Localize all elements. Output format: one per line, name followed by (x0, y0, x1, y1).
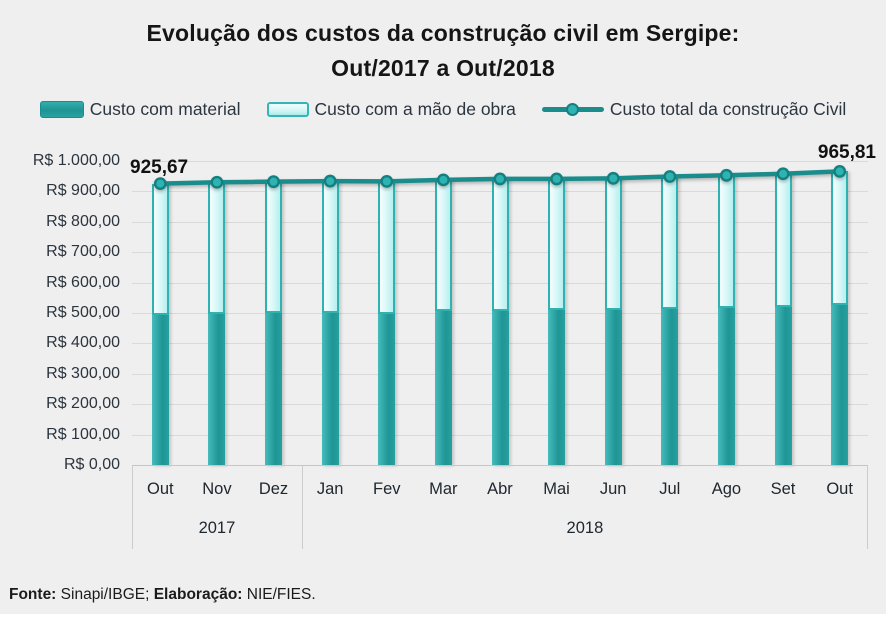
material-cost-segment (717, 307, 735, 465)
year-group-divider (867, 466, 868, 549)
y-axis: R$ 1.000,00 R$ 900,00 R$ 800,00 R$ 700,00 R$… (0, 152, 120, 473)
month-label-nov-1: Nov (202, 480, 232, 498)
y-tick-label: R$ 800,00 (46, 212, 120, 230)
line-marker (606, 171, 620, 185)
material-cost-segment (265, 313, 283, 465)
month-label-mar-5: Mar (429, 480, 458, 498)
month-label-jun-8: Jun (599, 480, 627, 498)
legend-label-labor: Custo com a mão de obra (314, 99, 516, 119)
line-marker (323, 174, 337, 188)
month-label-mai-7: Mai (543, 480, 570, 498)
month-label-abr-6: Abr (487, 480, 513, 498)
material-cost-segment (321, 313, 339, 465)
total-line-swatch-icon (541, 102, 604, 117)
material-cost-segment (434, 311, 452, 465)
month-label-fev-4: Fev (372, 480, 401, 498)
stacked-bar-out-0 (151, 183, 169, 465)
stacked-bar-abr-6 (491, 178, 509, 465)
material-cost-segment (208, 314, 226, 465)
line-marker (550, 172, 564, 186)
plot-area: 925,67 965,81 (130, 142, 876, 466)
year-label-2018: 2018 (566, 519, 604, 537)
elaboration-value: NIE/FIES. (242, 586, 316, 603)
last-point-label: 965,81 (817, 142, 876, 164)
stacked-bar-jan-3 (321, 181, 339, 465)
y-tick-label: R$ 600,00 (46, 273, 120, 291)
month-label-out-0: Out (147, 480, 174, 498)
month-label-jan-3: Jan (316, 480, 344, 498)
year-group-divider (301, 466, 303, 549)
chart-title-line1: Evolução dos custos da construção civil … (146, 20, 740, 46)
year-label-2017: 2017 (198, 519, 236, 537)
stacked-bar-set-11 (774, 173, 792, 465)
month-label-jul-9: Jul (659, 480, 681, 498)
month-label-dez-2: Dez (258, 480, 289, 498)
line-marker (493, 172, 507, 186)
y-tick-label: R$ 900,00 (46, 182, 120, 200)
month-label-ago-10: Ago (711, 480, 742, 498)
source-note: Fonte: Sinapi/IBGE; Elaboração: NIE/FIES… (9, 586, 316, 604)
y-tick-label: R$ 700,00 (46, 243, 120, 261)
y-tick-label: R$ 200,00 (46, 395, 120, 413)
stacked-bar-mai-7 (548, 178, 566, 465)
line-marker (436, 173, 450, 187)
month-label-set-11: Set (770, 480, 796, 498)
material-cost-segment (831, 305, 849, 465)
legend-item-total: Custo total da construção Civil (541, 99, 847, 120)
line-marker (380, 174, 394, 188)
material-cost-segment (774, 306, 792, 465)
month-labels-row: Out Nov Dez Jan Fev Mar Abr Mai Jun Jul Ago Set Out (132, 480, 868, 499)
elaboration-label: Elaboração: (153, 586, 243, 603)
material-bar-swatch-icon (39, 101, 84, 118)
source-value: Sinapi/IBGE; (56, 586, 154, 603)
y-tick-label: R$ 400,00 (46, 334, 120, 352)
chart-title: Evolução dos custos da construção civil … (0, 16, 886, 86)
line-marker (833, 164, 847, 178)
stacked-bar-fev-4 (378, 181, 396, 465)
y-tick-label: R$ 1.000,00 (32, 152, 120, 169)
y-tick-label: R$ 500,00 (46, 304, 120, 321)
stacked-bar-dez-2 (265, 181, 283, 465)
labor-bar-swatch-icon (266, 102, 309, 117)
stacked-bar-nov-1 (208, 182, 226, 465)
material-cost-segment (491, 310, 509, 465)
stacked-bar-ago-10 (717, 175, 735, 465)
legend-label-material: Custo com material (89, 99, 241, 119)
y-tick-label: R$ 0,00 (63, 456, 120, 473)
chart-title-line2: Out/2017 a Out/2018 (331, 55, 555, 81)
y-tick-label: R$ 300,00 (46, 364, 120, 382)
stacked-bar-jun-8 (604, 178, 622, 465)
source-label: Fonte: (9, 586, 57, 603)
stacked-bar-jul-9 (661, 176, 679, 465)
line-marker (153, 177, 167, 190)
line-marker (267, 175, 280, 189)
material-cost-segment (548, 310, 566, 465)
year-group-divider (132, 466, 133, 549)
legend: Custo com material Custo com a mão de ob… (0, 99, 886, 120)
total-cost-line (153, 164, 847, 190)
legend-item-material: Custo com material (39, 99, 241, 120)
first-point-label: 925,67 (130, 156, 189, 178)
y-tick-label: R$ 100,00 (46, 425, 120, 443)
line-marker (720, 168, 733, 182)
material-cost-segment (604, 309, 622, 465)
material-cost-segment (661, 309, 679, 465)
material-cost-segment (151, 315, 169, 465)
legend-item-labor: Custo com a mão de obra (266, 99, 516, 120)
line-marker (776, 167, 790, 181)
grid-line (132, 161, 868, 162)
line-marker (663, 170, 677, 183)
x-axis: Out Nov Dez Jan Fev Mar Abr Mai Jun Jul Ago Set Out … (132, 465, 868, 549)
line-marker (210, 175, 224, 189)
month-label-out-12: Out (826, 480, 853, 498)
legend-label-total: Custo total da construção Civil (609, 99, 847, 119)
stacked-bar-out-12 (831, 171, 849, 465)
bottom-margin (0, 614, 886, 621)
material-cost-segment (378, 313, 396, 465)
